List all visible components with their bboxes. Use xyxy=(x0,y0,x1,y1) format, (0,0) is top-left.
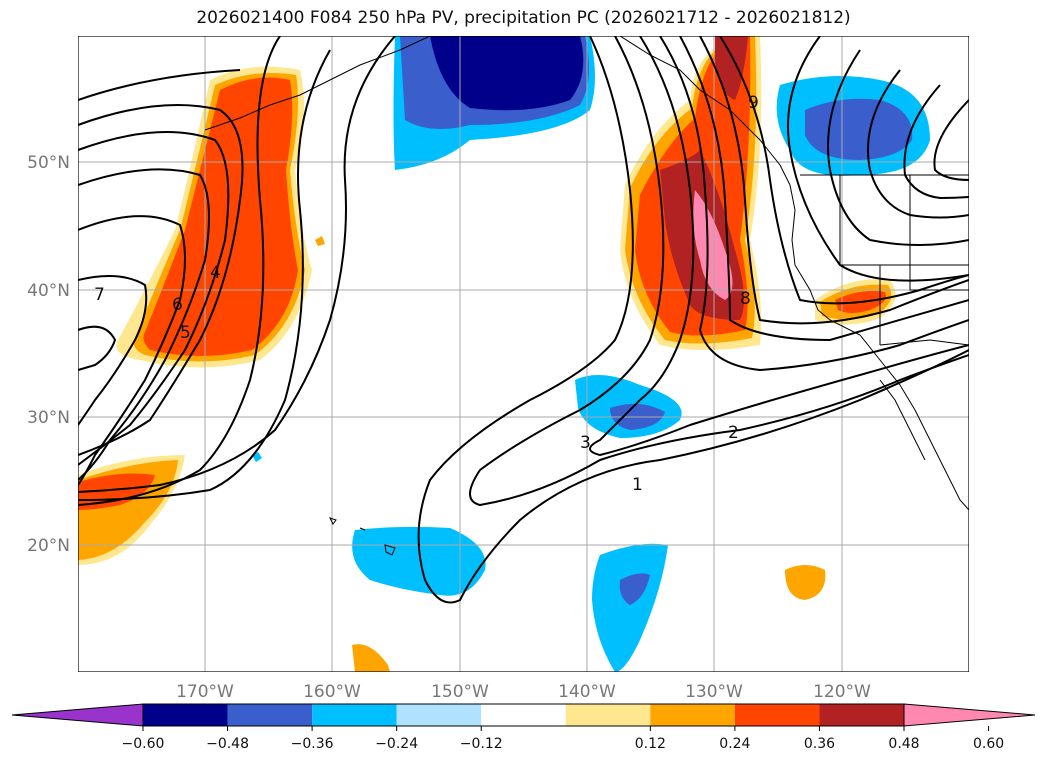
colorbar: −0.60 −0.48 −0.36 −0.24 −0.12 0.12 0.24 0.36 0.4… xyxy=(11,703,1036,752)
colorbar-segment xyxy=(565,704,651,726)
map-plot-area: 1 2 3 4 5 6 7 8 9 xyxy=(78,36,969,672)
pv-contour-west-3 xyxy=(78,131,230,466)
pv-contour-canada-3 xyxy=(867,69,969,219)
pv-contour-canada-5 xyxy=(933,99,969,181)
border-states xyxy=(839,175,969,345)
pv-contour-ridge-3 xyxy=(589,36,969,457)
shade-small-orange-south xyxy=(352,644,390,672)
colorbar-tick-label: −0.48 xyxy=(206,736,249,752)
colorbar-segment xyxy=(650,704,735,726)
colorbar-extend-low xyxy=(11,703,144,727)
pv-contour-west-1 xyxy=(78,69,241,101)
lat-label-50n: 50°N xyxy=(27,153,70,173)
colorbar-outline xyxy=(142,703,905,727)
hawaii-islands xyxy=(329,517,396,556)
colorbar-tick-label: 0.24 xyxy=(719,736,750,752)
lon-label-160w: 160°W xyxy=(303,682,361,702)
coastline-baja xyxy=(879,379,926,461)
map-gridlines xyxy=(78,36,969,672)
colorbar-extend-high xyxy=(903,703,1036,727)
pv-contour-ridge-6 xyxy=(699,36,969,325)
shade-hawaii-light xyxy=(352,526,486,596)
lon-label-120w: 120°W xyxy=(813,682,871,702)
shade-westpac-small xyxy=(315,236,325,246)
latitude-labels: 50°N 40°N 30°N 20°N xyxy=(27,153,70,556)
colorbar-tick-label: 0.36 xyxy=(804,736,835,752)
contour-label-5: 5 xyxy=(180,323,191,343)
contour-label-9: 9 xyxy=(748,93,759,113)
pv-contour-west-7 xyxy=(78,325,117,371)
contour-label-6: 6 xyxy=(172,295,183,315)
pv-contours xyxy=(78,36,969,604)
contour-label-4: 4 xyxy=(210,263,221,283)
pv-contour-trough-3 xyxy=(78,36,396,493)
shade-canada-mid xyxy=(805,98,913,160)
pv-contour-trough-2 xyxy=(78,49,331,501)
coastline-west-us xyxy=(789,184,969,511)
lat-label-30n: 30°N xyxy=(27,408,70,428)
pv-contour-canada-1 xyxy=(787,36,969,282)
coastlines xyxy=(204,36,969,556)
pv-contour-trough-1 xyxy=(78,36,281,506)
colorbar-segment xyxy=(227,704,313,726)
longitude-labels: 170°W 160°W 150°W 140°W 130°W 120°W xyxy=(176,682,871,702)
pv-contour-west-2 xyxy=(78,104,244,456)
pv-contour-west-5 xyxy=(78,215,186,486)
colorbar-tick-label: 0.60 xyxy=(973,736,1004,752)
pv-contour-labels: 1 2 3 4 5 6 7 8 9 xyxy=(94,93,759,495)
colorbar-segment xyxy=(481,704,566,726)
colorbar-segment xyxy=(143,704,228,726)
pv-contour-ridge-7 xyxy=(719,36,969,305)
colorbar-segment xyxy=(734,704,820,726)
colorbar-tick-label: −0.12 xyxy=(460,736,503,752)
colorbar-tick-label: −0.60 xyxy=(122,736,165,752)
colorbar-segment xyxy=(819,704,904,726)
border-us-mexico xyxy=(879,339,969,346)
lon-label-150w: 150°W xyxy=(431,682,489,702)
colorbar-tick-label: −0.36 xyxy=(291,736,334,752)
shade-west-coast-pink xyxy=(693,190,733,300)
lat-label-20n: 20°N xyxy=(27,536,70,556)
pv-contour-ridge-5 xyxy=(679,36,969,342)
shade-west-coast-crimson-north xyxy=(715,36,748,100)
coastline-alaska xyxy=(204,36,431,131)
pv-contour-ridge-1 xyxy=(417,36,969,604)
contour-label-8: 8 xyxy=(740,289,751,309)
colorbar-tick-label: 0.12 xyxy=(635,736,666,752)
lon-label-130w: 130°W xyxy=(685,682,743,702)
pv-contour-canada-4 xyxy=(903,84,969,200)
map-title: 2026021400 F084 250 hPa PV, precipitatio… xyxy=(196,8,851,28)
colorbar-tick-label: −0.24 xyxy=(375,736,418,752)
pv-contour-west-6 xyxy=(78,275,148,426)
contour-label-1: 1 xyxy=(632,475,643,495)
colorbar-tick-label: 0.48 xyxy=(888,736,919,752)
shade-south-mid xyxy=(619,573,650,605)
pv-contour-west-4 xyxy=(78,168,210,481)
shade-gulf-alaska-dark xyxy=(430,36,584,111)
lat-label-40n: 40°N xyxy=(27,281,70,301)
lon-label-140w: 140°W xyxy=(558,682,616,702)
contour-label-3: 3 xyxy=(580,433,591,453)
pv-contour-ridge-2 xyxy=(469,36,969,507)
colorbar-segment xyxy=(312,704,397,726)
shade-small-orange-se xyxy=(785,565,826,600)
contour-label-2: 2 xyxy=(728,423,739,443)
pv-contour-ridge-4 xyxy=(659,36,969,372)
coastline-bc xyxy=(619,36,791,186)
lon-label-170w: 170°W xyxy=(176,682,234,702)
negative-precip-shading xyxy=(252,36,930,672)
colorbar-segment xyxy=(396,704,482,726)
contour-label-7: 7 xyxy=(94,285,105,305)
shade-southwest-red xyxy=(78,473,155,510)
pv-contour-canada-2 xyxy=(827,49,969,246)
